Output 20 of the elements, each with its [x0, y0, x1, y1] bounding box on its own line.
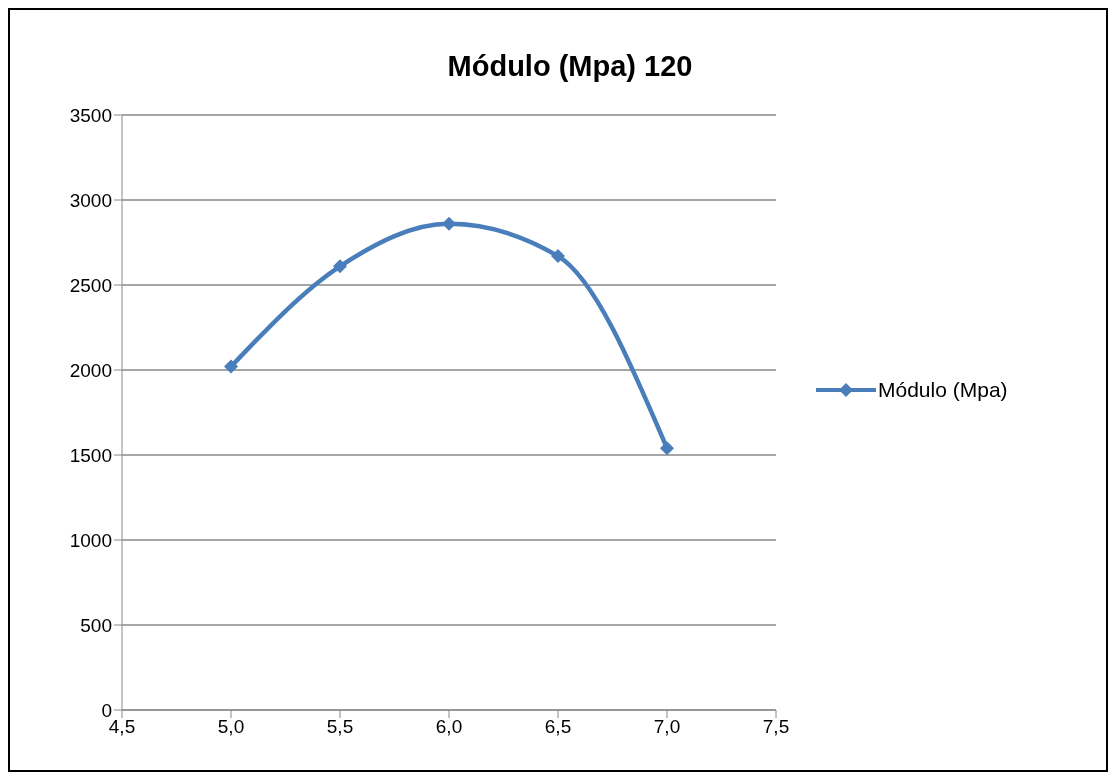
x-tick-label: 7,5	[762, 716, 790, 738]
x-tick-label: 5,0	[217, 716, 245, 738]
point	[551, 249, 565, 264]
y-tick-label: 3500	[69, 104, 112, 126]
y-tick-label: 2000	[69, 359, 112, 381]
point	[333, 259, 347, 274]
x-tick-label: 6,0	[435, 716, 463, 738]
x-tick-label: 6,5	[544, 716, 572, 738]
point	[442, 216, 456, 231]
point	[660, 441, 674, 456]
legend-label: Módulo (Mpa)	[878, 378, 1008, 402]
point	[224, 359, 238, 374]
x-tick-label: 7,0	[653, 716, 681, 738]
y-tick-label: 500	[80, 614, 112, 636]
y-tick-label: 1000	[69, 529, 112, 551]
chart-title: Módulo (Mpa) 120	[446, 50, 694, 83]
x-tick-label: 5,5	[326, 716, 354, 738]
y-tick-label: 1500	[69, 444, 112, 466]
y-tick-label: 2500	[69, 274, 112, 296]
y-tick-label: 3000	[69, 189, 112, 211]
